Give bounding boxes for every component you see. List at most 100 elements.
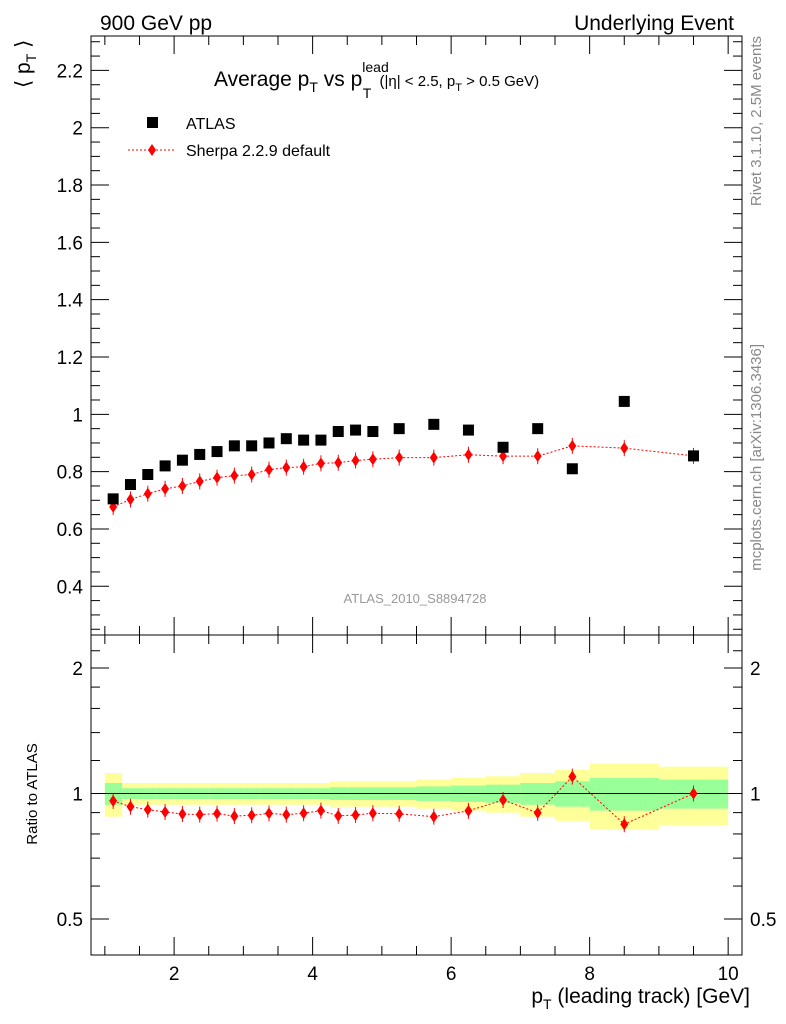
atlas-point [124,479,136,491]
sherpa-point [126,493,135,506]
ratio-sherpa-point [568,770,577,783]
ratio-sherpa-point [351,809,360,822]
main-ylabel: ⟨ pT ⟩ [12,40,39,88]
header-right: Underlying Event [574,12,734,35]
ratio-ytick-label-right: 0.5 [750,910,776,931]
sherpa-point [195,475,204,488]
sherpa-point [395,451,404,464]
legend: ATLAS Sherpa 2.2.9 default [128,116,331,160]
ratio-sherpa-point [247,809,256,822]
ratio-sherpa-point [178,808,187,821]
atlas-point [246,440,258,452]
sherpa-point [161,482,170,495]
ratio-panel: 0.5 0.5 1 1 2 2 2 4 6 8 10 Ratio to ATLAS pT (lead… [24,634,776,1012]
main-ytick-label: 0.4 [57,577,84,598]
mcplots-text: mcplots.cern.ch [arXiv:1306.3436] [748,344,765,571]
ratio-sherpa-point [109,794,118,807]
atlas-point [566,463,578,475]
legend-marker-sherpa [148,144,156,156]
atlas-point [332,426,344,438]
main-title: Average pT vs plead T (|η| < 2.5, pT > 0.… [214,59,539,101]
atlas-point [194,448,206,460]
ratio-sherpa-point [213,807,222,820]
legend-marker-atlas [147,117,158,128]
ratio-sherpa-point [429,810,438,823]
atlas-point [315,434,327,446]
sherpa-point [282,461,291,474]
ratio-sherpa-point [689,787,698,800]
sherpa-point [230,469,239,482]
atlas-point [532,423,544,435]
sherpa-point [429,451,438,464]
atlas-point [176,454,188,466]
atlas-point [211,446,223,458]
atlas-point [228,440,240,452]
sherpa-point [316,457,325,470]
atlas-point [497,441,509,453]
sherpa-point [299,460,308,473]
legend-label-sherpa: Sherpa 2.2.9 default [186,143,331,160]
sherpa-point [334,456,343,469]
main-ytick-label: 1.6 [57,233,83,254]
ratio-sherpa-point [299,807,308,820]
main-panel: 0.4 0.6 0.8 1 1.2 1.4 1.6 1.8 2 2.2 Average pT vs… [12,35,743,636]
atlas-point [462,424,474,436]
xtick-label: 4 [307,964,318,985]
ratio-sherpa-point [533,806,542,819]
atlas-point [393,423,405,435]
ratio-sherpa-point [126,800,135,813]
ratio-sherpa-point [368,807,377,820]
ratio-sherpa-point [316,804,325,817]
ratio-ytick-label: 2 [72,659,83,680]
xtick-label: 10 [718,964,739,985]
rivet-version-text: Rivet 3.1.10, 2.5M events [748,36,765,206]
main-ytick-label: 1.2 [57,348,83,369]
ratio-ytick-label-right: 1 [750,785,761,806]
sherpa-point [143,487,152,500]
ratio-sherpa-point [499,793,508,806]
xtick-label: 2 [169,964,180,985]
sherpa-point [620,442,629,455]
ratio-sherpa-point [282,808,291,821]
sherpa-point [464,448,473,461]
ratio-sherpa-line [113,775,694,825]
ratio-ytick-label-right: 2 [750,659,761,680]
ratio-sherpa-point [161,806,170,819]
sherpa-point [499,450,508,463]
atlas-point [618,395,630,407]
atlas-point [263,437,275,449]
sherpa-point [568,439,577,452]
ratio-sherpa-point [230,810,239,823]
main-ytick-label: 0.8 [57,463,83,484]
xtick-label: 6 [446,964,457,985]
main-ytick-label: 1.8 [57,176,83,197]
ratio-ytick-label: 0.5 [57,910,83,931]
ratio-sherpa-point [395,807,404,820]
sherpa-point [533,450,542,463]
sherpa-point [368,453,377,466]
analysis-id: ATLAS_2010_S8894728 [344,591,487,606]
main-ytick-label: 2 [72,119,83,140]
sherpa-point [247,468,256,481]
ratio-band-green [589,777,659,811]
sherpa-point [213,471,222,484]
atlas-point [107,493,119,505]
atlas-point [142,469,154,481]
header-left: 900 GeV pp [100,12,212,35]
ratio-sherpa-point [464,804,473,817]
atlas-point [428,418,440,430]
sherpa-point [351,454,360,467]
main-ytick-label: 1.4 [57,291,84,312]
atlas-point [298,434,310,446]
atlas-point [367,426,379,438]
ratio-sherpa-point [143,803,152,816]
atlas-point [280,433,292,445]
main-ytick-label: 2.2 [57,61,83,82]
ratio-sherpa-point [195,808,204,821]
xtick-label: 8 [584,964,595,985]
xlabel: pT (leading track) [GeV] [531,985,750,1012]
main-ytick-label: 0.6 [57,520,83,541]
main-ytick-label: 1 [72,405,83,426]
ratio-sherpa-point [264,807,273,820]
